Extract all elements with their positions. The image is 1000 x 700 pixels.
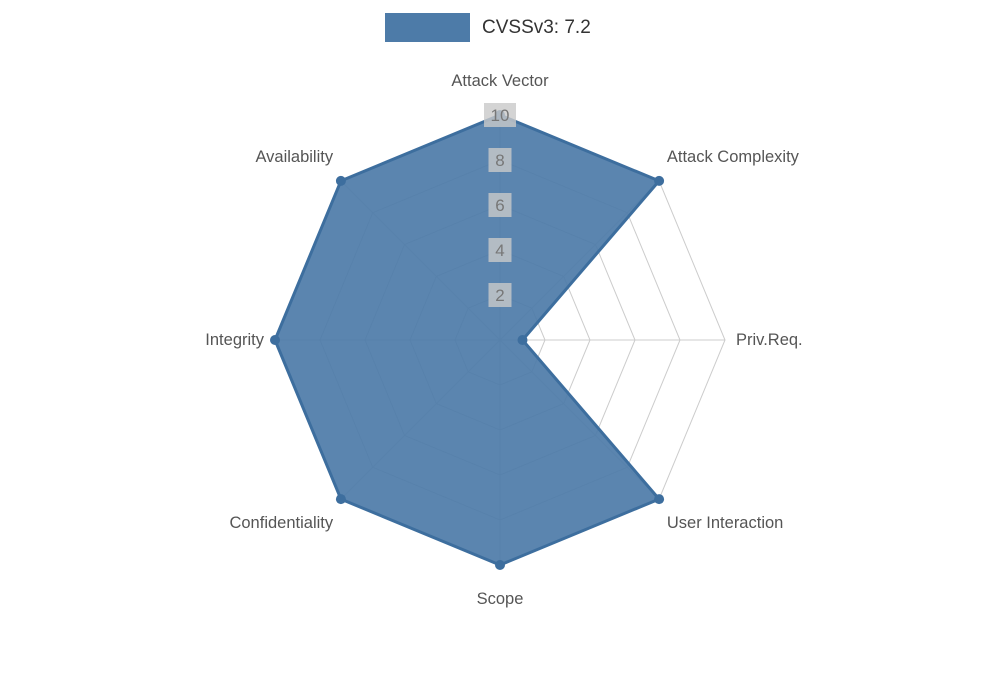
tick-label: 2 bbox=[495, 286, 504, 305]
tick-label-bg bbox=[484, 103, 516, 127]
axis-label-attack-complexity: Attack Complexity bbox=[667, 148, 800, 166]
tick-label-bg bbox=[488, 238, 512, 262]
axis-label-confidentiality: Confidentiality bbox=[229, 514, 333, 532]
axis-label-priv-req-: Priv.Req. bbox=[736, 331, 803, 349]
axis-label-attack-vector: Attack Vector bbox=[451, 72, 549, 90]
legend-label: CVSSv3: 7.2 bbox=[482, 16, 591, 38]
axis-label-user-interaction: User Interaction bbox=[667, 514, 783, 532]
legend-swatch bbox=[385, 13, 470, 42]
axis-label-integrity: Integrity bbox=[205, 331, 264, 349]
data-point bbox=[654, 175, 665, 186]
tick-label: 8 bbox=[495, 151, 504, 170]
data-point bbox=[495, 560, 505, 570]
tick-label-bg bbox=[488, 193, 512, 217]
axis-label-scope: Scope bbox=[477, 590, 524, 608]
tick-label-bg bbox=[488, 148, 512, 172]
data-point bbox=[335, 494, 346, 505]
tick-label-bg bbox=[488, 283, 512, 307]
data-point bbox=[270, 335, 280, 345]
data-point bbox=[335, 175, 346, 186]
data-point bbox=[517, 335, 528, 345]
legend: CVSSv3: 7.2 bbox=[385, 13, 591, 42]
axis-label-availability: Availability bbox=[255, 148, 333, 166]
data-point bbox=[654, 494, 665, 505]
tick-label: 6 bbox=[495, 196, 504, 215]
tick-label: 4 bbox=[495, 241, 504, 260]
tick-label: 10 bbox=[491, 106, 510, 125]
